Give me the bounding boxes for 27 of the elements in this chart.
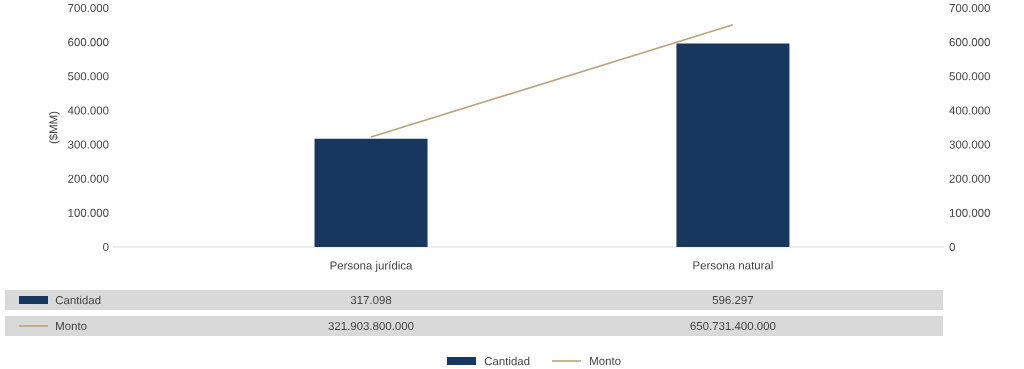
y-tick-label: 200.000 [68, 174, 109, 183]
y2-tick-label: 400.000 [949, 106, 990, 115]
y-tick-label: 400.000 [67, 106, 109, 115]
y2-tick-label: 100.000 [949, 208, 990, 217]
y-tick-label: 300.000 [68, 140, 109, 149]
y-tick-label: 600.000 [68, 38, 109, 47]
data-label: 596.297 [712, 295, 754, 305]
y-tick-label: 100.000 [68, 208, 109, 217]
text: 321.903.800.000 [328, 321, 414, 331]
y-tick-label: 700.000 [68, 3, 109, 13]
y-tick-label: 0 [103, 242, 109, 252]
text: Monto [56, 322, 87, 330]
y2-tick-label: 500.000 [949, 72, 990, 81]
y2-tick-label: 600.000 [949, 38, 990, 47]
x-tick-label: Persona natural [693, 261, 773, 270]
data-label: 317.098 [350, 295, 392, 305]
legend-label: Monto [590, 357, 621, 365]
y2-tick-label: 200.000 [949, 174, 990, 183]
text: 650.731.400.000 [690, 321, 776, 331]
text: Cantidad [55, 295, 101, 305]
legend-label: Cantidad [484, 356, 530, 366]
x-tick-label: Persona jurídica [330, 261, 413, 272]
y2-tick-label: 300.000 [949, 140, 990, 149]
y-axis-title: ($MM) [48, 111, 60, 144]
y-tick-label: 500.000 [68, 72, 109, 81]
y2-tick-label: 0 [949, 242, 955, 252]
y2-tick-label: 700.000 [949, 3, 990, 13]
